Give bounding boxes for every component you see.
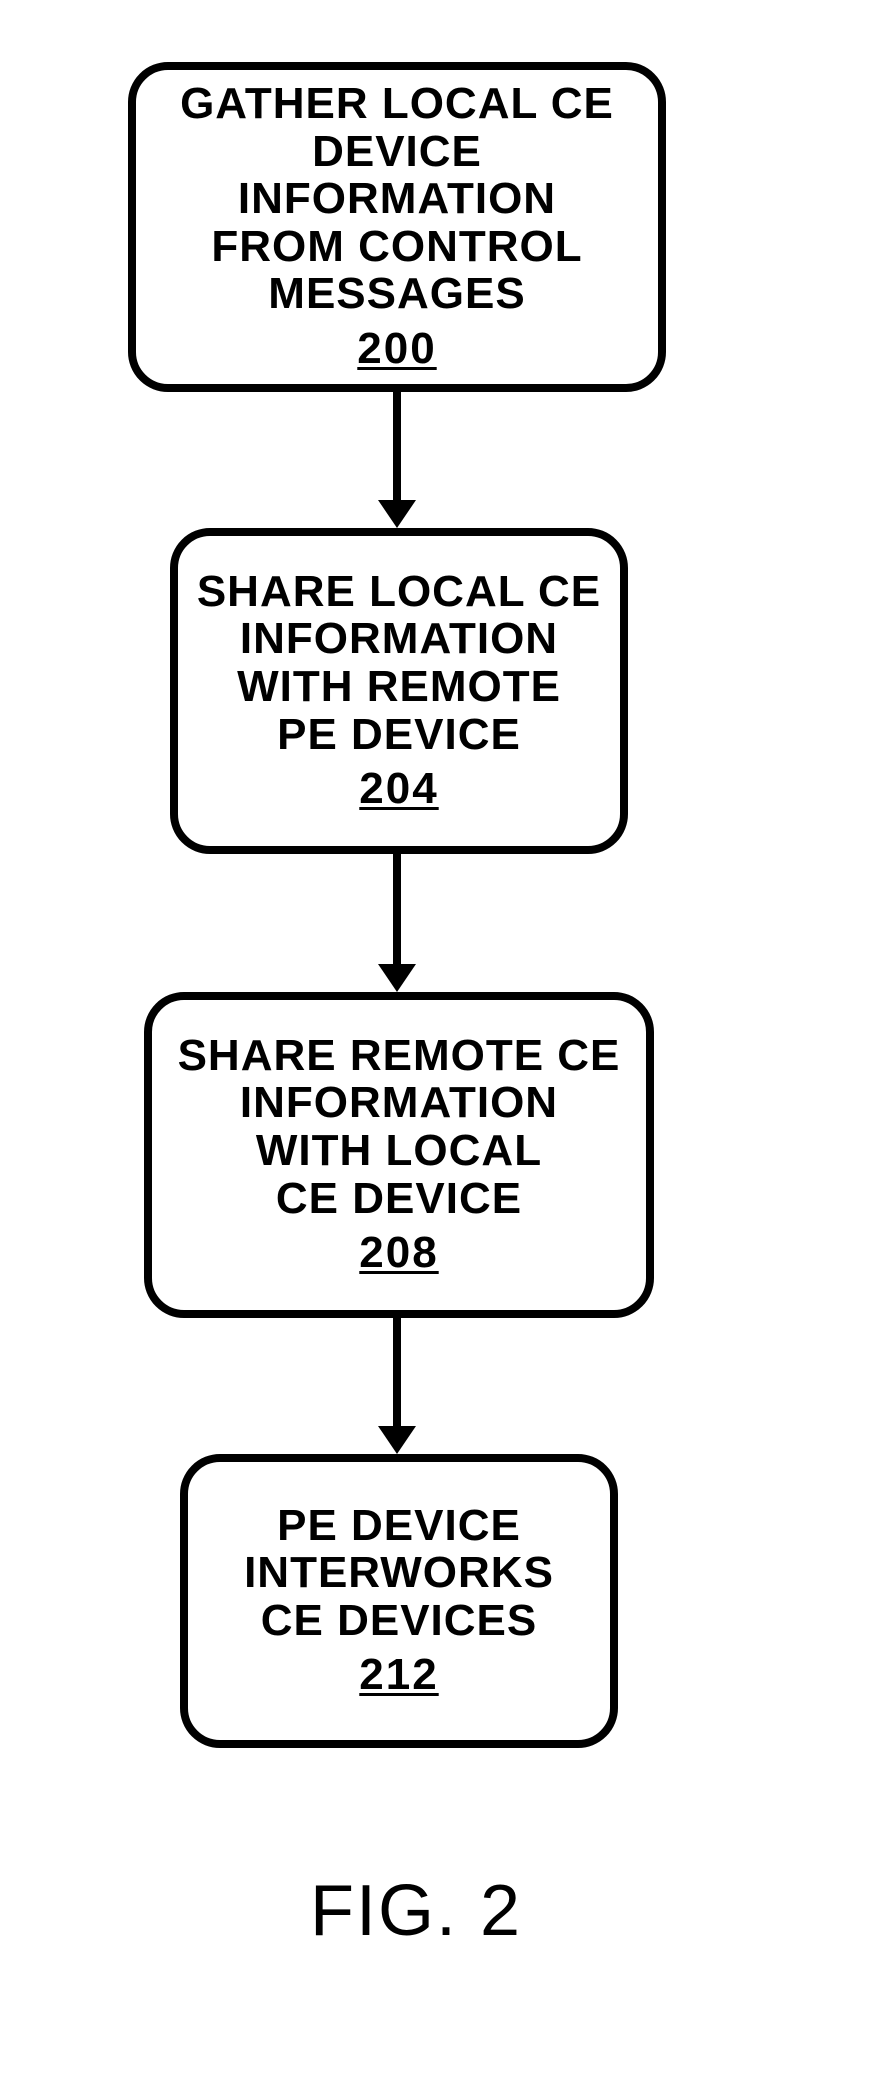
- text-line: INTERWORKS: [244, 1549, 554, 1597]
- text-line: PE DEVICE: [244, 1502, 554, 1550]
- text-line: INFORMATION: [178, 1079, 621, 1127]
- text-line: INFORMATION: [197, 615, 601, 663]
- flow-node-204-label: SHARE LOCAL CE INFORMATION WITH REMOTE P…: [197, 568, 601, 758]
- text-line: FROM CONTROL: [154, 223, 640, 271]
- flow-node-212-label: PE DEVICE INTERWORKS CE DEVICES: [244, 1502, 554, 1645]
- arrow-208-to-212-head: [378, 1426, 416, 1454]
- text-line: GATHER LOCAL CE: [154, 80, 640, 128]
- flow-node-200-label: GATHER LOCAL CE DEVICE INFORMATION FROM …: [154, 80, 640, 318]
- figure-caption: FIG. 2: [310, 1870, 522, 1952]
- arrow-200-to-204-head: [378, 500, 416, 528]
- text-line: MESSAGES: [154, 270, 640, 318]
- flowchart-canvas: GATHER LOCAL CE DEVICE INFORMATION FROM …: [0, 0, 888, 2082]
- flow-node-204: SHARE LOCAL CE INFORMATION WITH REMOTE P…: [170, 528, 628, 854]
- arrow-208-to-212-shaft: [393, 1318, 401, 1426]
- flow-node-208-label: SHARE REMOTE CE INFORMATION WITH LOCAL C…: [178, 1032, 621, 1222]
- text-line: PE DEVICE: [197, 711, 601, 759]
- flow-node-204-number: 204: [359, 764, 438, 814]
- arrow-204-to-208-shaft: [393, 854, 401, 964]
- flow-node-212: PE DEVICE INTERWORKS CE DEVICES 212: [180, 1454, 618, 1748]
- text-line: SHARE REMOTE CE: [178, 1032, 621, 1080]
- text-line: CE DEVICE: [178, 1175, 621, 1223]
- flow-node-200: GATHER LOCAL CE DEVICE INFORMATION FROM …: [128, 62, 666, 392]
- arrow-200-to-204-shaft: [393, 392, 401, 500]
- flow-node-208-number: 208: [359, 1228, 438, 1278]
- flow-node-208: SHARE REMOTE CE INFORMATION WITH LOCAL C…: [144, 992, 654, 1318]
- text-line: DEVICE INFORMATION: [154, 128, 640, 223]
- flow-node-212-number: 212: [359, 1650, 438, 1700]
- text-line: CE DEVICES: [244, 1597, 554, 1645]
- flow-node-200-number: 200: [357, 324, 436, 374]
- arrow-204-to-208-head: [378, 964, 416, 992]
- text-line: WITH LOCAL: [178, 1127, 621, 1175]
- text-line: SHARE LOCAL CE: [197, 568, 601, 616]
- text-line: WITH REMOTE: [197, 663, 601, 711]
